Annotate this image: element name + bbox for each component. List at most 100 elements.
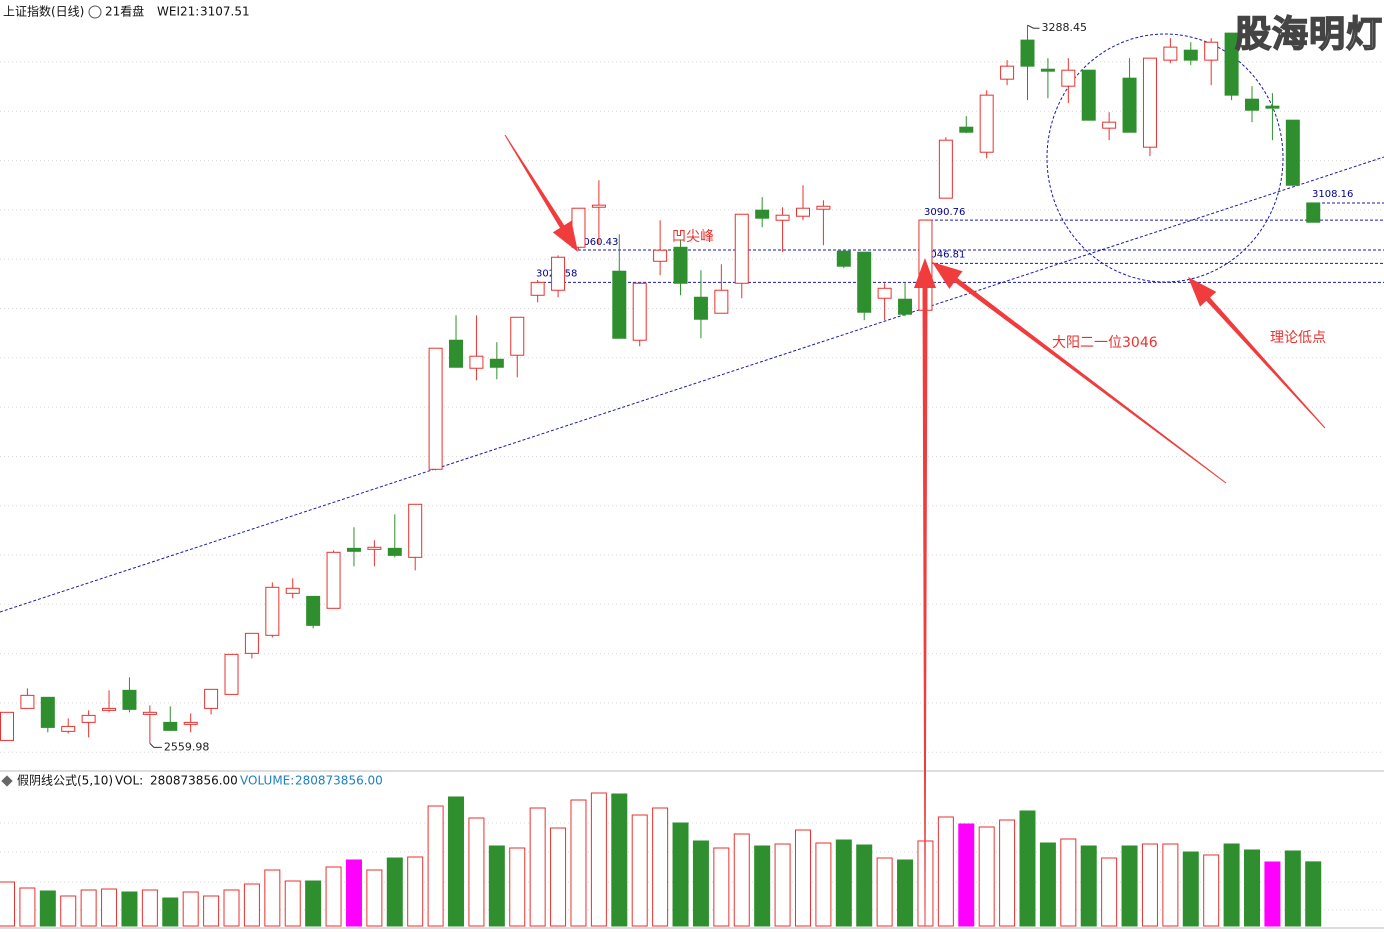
candle-body	[1000, 65, 1015, 80]
candles: 3288.45 2559.98	[0, 21, 1321, 753]
volume-bar	[1305, 861, 1322, 927]
volume-bar	[611, 793, 628, 927]
watermark: 股海明灯	[1235, 14, 1383, 55]
candle-body	[1163, 46, 1178, 61]
volume-bar	[754, 845, 771, 927]
arrows	[504, 134, 1326, 926]
volume-bar	[448, 796, 465, 927]
candle-body	[142, 711, 157, 715]
candle-body	[1306, 202, 1321, 223]
volume-bar	[733, 833, 750, 927]
volume-bar	[1203, 854, 1220, 927]
volume-bar	[1182, 851, 1199, 927]
candle-body	[795, 207, 810, 217]
candle-body	[122, 689, 137, 710]
level-label: 3060.43	[577, 237, 618, 248]
volume-bar	[182, 891, 199, 927]
candle-body	[612, 270, 627, 339]
candle-body	[408, 503, 423, 558]
candle-body	[265, 586, 280, 636]
candle-body	[938, 139, 953, 199]
candle-body	[979, 94, 994, 153]
candle-body	[755, 209, 770, 219]
chart-title: 上证指数(日线)	[3, 4, 84, 19]
candle-body	[530, 281, 545, 296]
candle-body	[81, 714, 96, 723]
candle-body	[1183, 49, 1198, 61]
volume-bar	[1244, 849, 1261, 927]
volume-bar	[815, 842, 832, 927]
volume-bar	[774, 843, 791, 927]
volume-bar	[794, 829, 811, 927]
candle-body	[632, 282, 647, 341]
candle-body	[653, 249, 668, 262]
volume-bar	[80, 889, 97, 927]
volume-bar	[39, 890, 56, 927]
candle-body	[898, 298, 913, 315]
volume-bar	[550, 827, 567, 927]
vol-name: VOL:	[115, 774, 143, 788]
volume-bar	[60, 895, 77, 927]
candle-body	[163, 721, 178, 731]
volume-bar	[713, 847, 730, 927]
volume-bar	[978, 826, 995, 927]
volume-value: 280873856.00	[295, 774, 383, 788]
arrow	[932, 262, 1227, 484]
volume-bar	[1039, 842, 1056, 927]
candle-body	[1081, 69, 1096, 121]
candle-body	[387, 547, 402, 556]
icon	[1, 775, 13, 787]
volume-bar	[937, 816, 954, 927]
volume-bar	[468, 817, 485, 927]
volume-name: VOLUME:	[240, 774, 294, 788]
volume-bar	[692, 840, 709, 927]
marker	[1027, 24, 1040, 29]
candle-body	[1122, 77, 1137, 133]
candle-body	[20, 694, 35, 709]
candle-body	[775, 214, 790, 221]
candle-body	[1142, 57, 1157, 148]
volume-title: 假阴线公式(5,10)	[17, 774, 113, 788]
candle-body	[1285, 119, 1300, 186]
candle-body	[183, 721, 198, 725]
volume-bar	[203, 895, 220, 927]
arrow	[1188, 277, 1326, 429]
candle-body	[1204, 41, 1219, 61]
candle-body	[857, 251, 872, 313]
volume-bar	[1223, 843, 1240, 927]
volume-bar	[672, 822, 689, 927]
volume-bar	[243, 883, 260, 927]
volume-bar	[1121, 845, 1138, 927]
candle-body	[510, 316, 525, 356]
level-label: 3090.76	[924, 207, 965, 218]
candle-body	[40, 696, 55, 728]
volume-bar	[1080, 845, 1097, 927]
candle-body	[367, 546, 382, 550]
volume-bar	[223, 889, 240, 927]
volume-bar	[407, 856, 424, 927]
volume-bar	[1060, 838, 1077, 927]
candle-body	[1102, 121, 1117, 129]
volume-bar	[631, 814, 648, 927]
volume-bar	[876, 857, 893, 927]
candle-body	[1020, 39, 1035, 67]
candle-body	[734, 213, 749, 284]
background-grid	[0, 61, 1384, 911]
candle-body	[816, 205, 831, 210]
marker	[149, 743, 162, 748]
volume-bar	[958, 823, 975, 927]
candle-body	[959, 126, 974, 133]
candle-body	[244, 632, 259, 654]
volume-bar	[264, 869, 281, 927]
volume-bar	[1162, 843, 1179, 927]
candle-body	[224, 653, 239, 695]
candle-body	[1265, 105, 1280, 109]
candle-body	[551, 256, 566, 291]
annotation: 理论低点	[1270, 330, 1326, 346]
candle-body	[469, 355, 484, 369]
candle-body	[693, 296, 708, 320]
candle-body	[346, 547, 361, 552]
indicator-value: 3107.51	[200, 5, 250, 19]
volume-bar	[141, 889, 158, 927]
